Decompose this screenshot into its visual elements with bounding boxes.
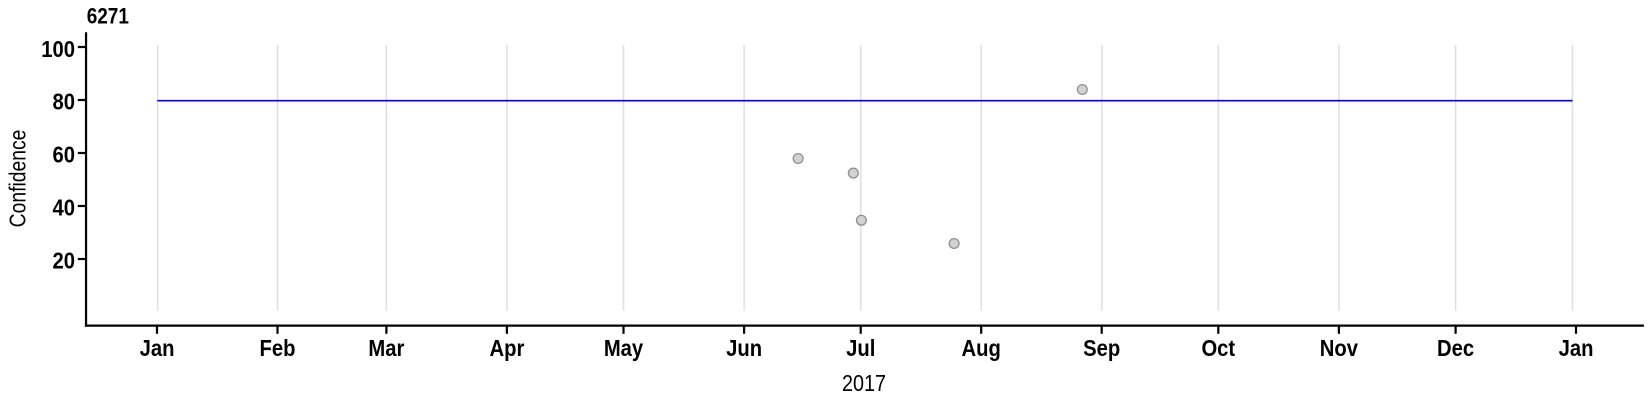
svg-text:Jul: Jul xyxy=(846,335,875,362)
svg-text:20: 20 xyxy=(52,247,75,274)
svg-text:Oct: Oct xyxy=(1201,335,1235,362)
svg-text:Feb: Feb xyxy=(260,335,296,362)
svg-text:Apr: Apr xyxy=(489,335,524,362)
svg-text:100: 100 xyxy=(41,36,75,63)
svg-text:2017: 2017 xyxy=(842,371,886,397)
svg-text:Sep: Sep xyxy=(1083,335,1120,362)
svg-text:May: May xyxy=(604,335,643,362)
svg-text:Jan: Jan xyxy=(1559,335,1594,362)
svg-text:60: 60 xyxy=(52,141,75,168)
svg-text:Nov: Nov xyxy=(1320,335,1358,362)
svg-text:40: 40 xyxy=(52,194,75,221)
svg-text:Mar: Mar xyxy=(368,335,405,362)
svg-text:80: 80 xyxy=(52,88,75,115)
svg-text:6271: 6271 xyxy=(87,4,130,29)
svg-text:Jan: Jan xyxy=(140,335,175,362)
svg-text:Dec: Dec xyxy=(1437,335,1474,362)
svg-text:Jun: Jun xyxy=(726,335,762,362)
svg-text:Aug: Aug xyxy=(962,335,1001,362)
svg-text:Confidence: Confidence xyxy=(6,130,31,228)
